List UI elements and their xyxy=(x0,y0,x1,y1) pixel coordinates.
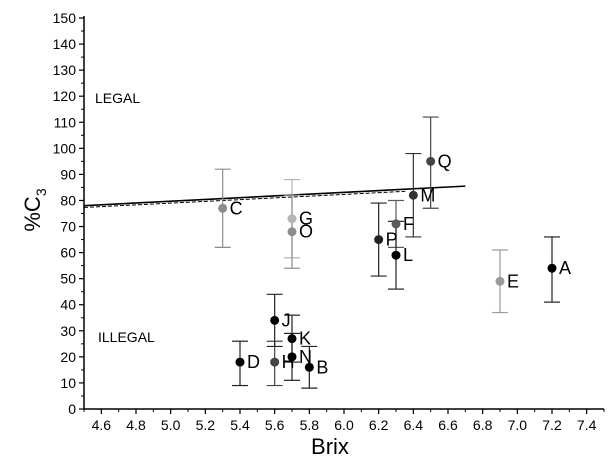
y-tick-label: 120 xyxy=(53,88,77,104)
x-axis-ticks: 4.6 4.8 5.0 5.2 5.4 5.6 5.8 6.0 6.2 6.4 6.6 6.8 7.0 7… xyxy=(83,409,605,433)
threshold-line xyxy=(83,185,466,207)
y-tick-label: 150 xyxy=(53,10,77,26)
x-tick-label: 4.8 xyxy=(126,417,146,433)
point-label-Q: Q xyxy=(438,151,452,171)
point-G xyxy=(287,214,297,224)
point-label-L: L xyxy=(403,245,413,265)
y-tick-label: 70 xyxy=(60,219,76,235)
point-E xyxy=(495,276,505,286)
x-tick-label: 6.4 xyxy=(404,417,424,433)
point-K xyxy=(287,334,297,344)
y-axis-title-main: %C xyxy=(20,196,45,232)
x-tick-label: 6.0 xyxy=(334,417,354,433)
point-label-G: G xyxy=(299,209,313,229)
x-tick-label: 5.2 xyxy=(196,417,216,433)
point-label-B: B xyxy=(316,357,328,377)
point-H xyxy=(270,357,280,367)
point-label-N: N xyxy=(299,347,312,367)
point-label-K: K xyxy=(299,329,311,349)
point-C xyxy=(218,203,228,213)
x-tick-label: 7.0 xyxy=(508,417,528,433)
point-label-F: F xyxy=(403,214,414,234)
y-tick-label: 140 xyxy=(53,36,77,52)
point-label-E: E xyxy=(507,271,519,291)
point-D xyxy=(235,357,245,367)
legal-region-label: LEGAL xyxy=(95,90,140,106)
x-tick-label: 6.6 xyxy=(438,417,458,433)
y-tick-label: 80 xyxy=(60,192,76,208)
point-O xyxy=(287,227,297,237)
x-tick-label: 6.2 xyxy=(369,417,389,433)
y-tick-label: 60 xyxy=(60,245,76,261)
x-axis-title: Brix xyxy=(311,434,349,459)
x-tick-label: 7.4 xyxy=(577,417,597,433)
point-label-M: M xyxy=(420,185,435,205)
y-tick-label: 40 xyxy=(60,297,76,313)
x-tick-label: 7.2 xyxy=(542,417,562,433)
point-Q xyxy=(426,156,436,166)
y-tick-label: 110 xyxy=(54,114,77,130)
point-label-H: H xyxy=(282,352,295,372)
point-label-J: J xyxy=(282,310,291,330)
y-axis-ticks: 0 10 20 30 40 50 60 70 80 90 100 110 120 130 140 150 xyxy=(53,10,84,417)
y-tick-label: 90 xyxy=(60,166,76,182)
y-tick-label: 100 xyxy=(53,140,77,156)
point-N xyxy=(287,352,297,362)
x-tick-label: 5.0 xyxy=(161,417,181,433)
point-F xyxy=(391,219,401,229)
y-tick-label: 10 xyxy=(60,375,76,391)
x-tick-label: 5.4 xyxy=(230,417,250,433)
point-label-C: C xyxy=(230,198,243,218)
point-L xyxy=(391,250,401,260)
point-label-D: D xyxy=(247,352,260,372)
data-points xyxy=(218,156,557,372)
threshold-line-group xyxy=(83,185,466,208)
y-tick-label: 50 xyxy=(60,271,76,287)
illegal-region-label: ILLEGAL xyxy=(98,329,155,345)
point-label-P: P xyxy=(386,230,398,250)
error-bars xyxy=(214,116,560,389)
point-M xyxy=(408,190,418,200)
y-tick-label: 0 xyxy=(68,401,76,417)
y-axis-title-subscript: 3 xyxy=(33,188,49,196)
point-J xyxy=(270,315,280,325)
y-tick-label: 130 xyxy=(53,62,77,78)
x-tick-label: 5.6 xyxy=(265,417,285,433)
axes xyxy=(83,16,604,410)
point-P xyxy=(374,235,384,245)
y-axis-title: %C3 xyxy=(20,188,49,231)
point-label-O: O xyxy=(299,222,313,242)
point-label-A: A xyxy=(559,258,571,278)
y-tick-label: 30 xyxy=(60,323,76,339)
y-tick-label: 20 xyxy=(60,349,76,365)
x-tick-label: 6.8 xyxy=(473,417,493,433)
threshold-line-shadow xyxy=(83,190,406,208)
point-labels: A B C D E F G H JK L M N O P Q xyxy=(230,151,571,377)
point-A xyxy=(547,263,557,273)
x-tick-label: 4.6 xyxy=(92,417,112,433)
x-tick-label: 5.8 xyxy=(300,417,320,433)
point-B xyxy=(304,362,314,372)
